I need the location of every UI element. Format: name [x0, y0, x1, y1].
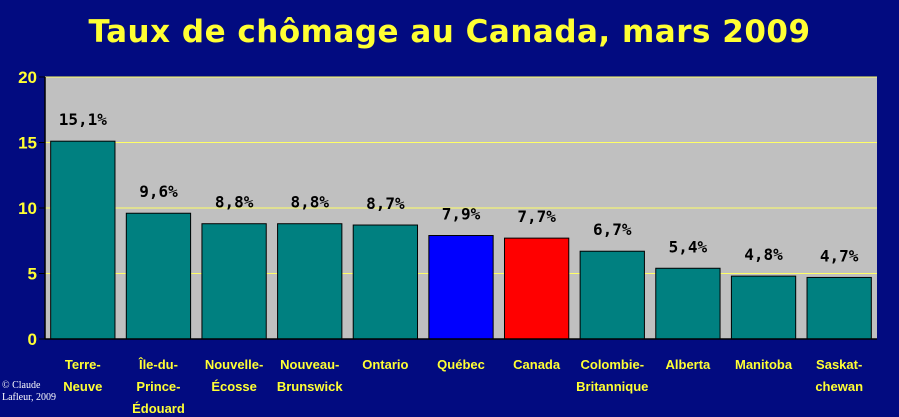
category-label-line: Île-du-: [138, 357, 178, 372]
category-label-line: Neuve: [63, 379, 102, 394]
category-label-line: Écosse: [211, 379, 257, 394]
data-label: 4,7%: [820, 246, 859, 265]
credit-text: © Claude Lafleur, 2009: [2, 380, 56, 404]
bar: [277, 223, 343, 340]
chart-title: Taux de chômage au Canada, mars 2009: [88, 14, 811, 50]
y-tick-label: 0: [28, 330, 37, 349]
category-label-line: Nouveau-: [280, 357, 339, 372]
credit-line: Lafleur, 2009: [2, 392, 57, 403]
y-axis: 0 5 10 15 20: [18, 68, 877, 349]
category-label: Canada: [513, 357, 561, 372]
category-label-line: Ontario: [362, 357, 408, 372]
category-label-line: Saskat-: [816, 357, 862, 372]
bar: [503, 237, 570, 340]
category-label-line: Québec: [437, 357, 485, 372]
category-label-line: Canada: [513, 357, 561, 372]
category-label: Nouvelle- Écosse: [205, 357, 264, 394]
bar: [655, 267, 721, 340]
y-tick-label: 5: [28, 265, 37, 284]
category-label: Colombie- Britannique: [576, 357, 648, 394]
category-label: Île-du- Prince- Édouard: [132, 357, 185, 416]
data-label: 7,7%: [517, 207, 556, 226]
data-label: 4,8%: [744, 245, 783, 264]
y-tick-label: 15: [18, 134, 37, 153]
data-label: 8,8%: [290, 193, 329, 212]
bar: [201, 223, 267, 340]
data-label: 5,4%: [669, 237, 708, 256]
category-labels: Terre- Neuve Île-du- Prince- Édouard Nouvelle…: [63, 357, 863, 416]
data-label: 6,7%: [593, 220, 632, 239]
data-label: 9,6%: [139, 182, 178, 201]
data-label: 15,1%: [59, 110, 108, 129]
category-label: Manitoba: [735, 357, 793, 372]
category-label-line: Terre-: [65, 357, 101, 372]
category-label-line: chewan: [815, 379, 863, 394]
y-tick-label: 20: [18, 68, 37, 87]
category-label-line: Colombie-: [580, 357, 644, 372]
category-label: Terre- Neuve: [63, 357, 102, 394]
bar: [125, 212, 192, 340]
category-label: Ontario: [362, 357, 408, 372]
category-label: Alberta: [666, 357, 712, 372]
category-label: Nouveau- Brunswick: [277, 357, 344, 394]
bar: [730, 275, 797, 340]
category-label: Québec: [437, 357, 485, 372]
category-label-line: Édouard: [132, 401, 185, 416]
y-tick-label: 10: [18, 199, 37, 218]
category-label: Saskat-chewan: [815, 357, 863, 394]
data-labels: 15,1% 9,6% 8,8% 8,8% 8,7% 7,9% 7,7% 6,7% 5,4% 4,8…: [59, 110, 859, 265]
bar: [50, 140, 116, 340]
category-label-line: Nouvelle-: [205, 357, 264, 372]
data-label: 8,8%: [215, 193, 254, 212]
category-label-line: Prince-: [136, 379, 180, 394]
data-label: 7,9%: [442, 205, 481, 224]
bar: [352, 224, 419, 340]
category-label-line: Manitoba: [735, 357, 793, 372]
category-label-line: Alberta: [666, 357, 712, 372]
bar: [579, 250, 645, 340]
category-label-line: Britannique: [576, 379, 648, 394]
credit-line: © Claude: [2, 380, 41, 391]
bar: [806, 276, 872, 340]
data-label: 8,7%: [366, 194, 405, 213]
bar: [428, 235, 494, 340]
category-label-line: Brunswick: [277, 379, 344, 394]
